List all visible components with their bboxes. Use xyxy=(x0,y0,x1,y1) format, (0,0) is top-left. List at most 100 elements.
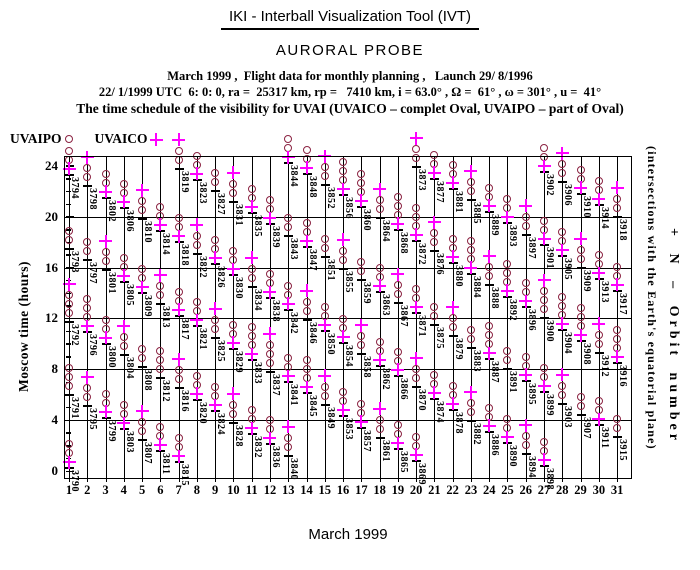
uvaico-plus-marker xyxy=(117,319,131,333)
day-tick xyxy=(470,478,472,482)
uvaipo-circle-marker xyxy=(101,315,110,324)
uvaipo-circle-marker xyxy=(540,437,549,446)
uvaipo-circle-marker xyxy=(375,205,384,214)
uvaico-plus-marker xyxy=(464,164,478,178)
uvaipo-circle-marker xyxy=(284,281,293,290)
uvaipo-circle-marker xyxy=(174,287,183,296)
uvaipo-circle-marker xyxy=(247,323,256,332)
uvaipo-circle-marker xyxy=(558,381,567,390)
crossing-tick xyxy=(503,368,513,371)
header-schedule-line: The time schedule of the visibility for … xyxy=(76,101,624,116)
crossing-tick xyxy=(466,346,476,349)
day-tick xyxy=(598,478,600,482)
uvaipo-circle-marker xyxy=(613,334,622,343)
probe-title: AURORAL PROBE xyxy=(275,42,425,59)
day-tick-label: 10 xyxy=(227,483,240,497)
uvaipo-circle-marker xyxy=(375,196,384,205)
uvaipo-circle-marker xyxy=(576,254,585,263)
day-tick xyxy=(87,478,89,482)
day-gridline xyxy=(361,157,363,478)
crossing-tick xyxy=(211,336,221,339)
hour-tick xyxy=(66,165,74,167)
uvaipo-circle-marker xyxy=(247,273,256,282)
day-tick xyxy=(306,478,308,482)
uvaipo-circle-marker xyxy=(412,285,421,294)
uvaico-plus-marker xyxy=(153,268,167,282)
uvaipo-circle-marker xyxy=(357,332,366,341)
uvaipo-circle-marker xyxy=(357,341,366,350)
crossing-tick xyxy=(320,403,330,406)
uvaipo-circle-marker xyxy=(65,440,73,449)
uvaipo-circle-marker xyxy=(211,235,220,244)
uvaipo-circle-marker xyxy=(430,229,439,238)
uvaipo-circle-marker xyxy=(466,187,475,196)
uvaipo-circle-marker xyxy=(265,358,274,367)
uvaipo-circle-marker xyxy=(174,366,183,375)
uvaipo-circle-marker xyxy=(156,422,165,431)
uvaipo-circle-marker xyxy=(138,265,147,274)
crossing-tick xyxy=(412,166,422,169)
hour-tick-label: 0 xyxy=(51,463,59,478)
uvaico-plus-marker xyxy=(153,218,167,232)
hour-tick xyxy=(66,178,71,180)
uvaipo-circle-marker xyxy=(211,178,220,187)
uvaipo-circle-marker xyxy=(503,356,512,365)
uvaipo-circle-marker xyxy=(576,393,585,402)
hour-tick xyxy=(66,190,71,193)
uvaico-plus-marker xyxy=(153,438,167,452)
crossing-tick xyxy=(375,436,385,439)
uvaipo-circle-marker xyxy=(101,389,110,398)
uvaipo-circle-marker xyxy=(540,305,549,314)
uvaipo-circle-marker xyxy=(576,402,585,411)
uvaico-plus-marker xyxy=(500,210,514,224)
uvaipo-circle-marker xyxy=(302,356,311,365)
hour-gridline xyxy=(65,318,631,320)
crossing-tick xyxy=(466,420,476,423)
uvaipo-circle-marker xyxy=(357,258,366,267)
crossing-tick xyxy=(138,439,148,442)
day-tick xyxy=(324,478,326,482)
day-tick xyxy=(562,478,564,482)
uvaipo-circle-marker xyxy=(521,279,530,288)
uvaipo-circle-marker xyxy=(83,384,92,393)
uvaico-plus-marker xyxy=(300,161,313,175)
uvaipo-circle-marker xyxy=(613,325,622,334)
uvaipo-circle-marker xyxy=(540,287,549,296)
uvaipo-circle-marker xyxy=(229,247,238,256)
crossing-tick xyxy=(540,317,550,320)
crossing-tick xyxy=(357,353,367,356)
crossing-tick xyxy=(211,190,221,193)
uvaipo-circle-marker xyxy=(594,339,603,348)
uvaipo-circle-marker xyxy=(357,267,366,276)
day-tick xyxy=(196,478,198,482)
hour-tick xyxy=(66,317,74,320)
hour-tick xyxy=(66,432,71,434)
crossing-tick xyxy=(65,321,74,324)
day-gridline xyxy=(69,157,70,478)
uvaipo-circle-marker xyxy=(174,375,183,384)
crossing-tick xyxy=(83,405,93,408)
uvaico-plus-marker xyxy=(172,303,186,317)
crossing-tick xyxy=(119,354,129,357)
crossing-tick xyxy=(138,218,148,221)
uvaico-plus-marker xyxy=(208,398,222,412)
uvaipo-circle-marker xyxy=(430,302,439,311)
uvaipo-circle-marker xyxy=(138,197,147,206)
day-gridline xyxy=(379,157,381,478)
uvaico-plus-marker xyxy=(245,251,259,265)
hour-tick xyxy=(66,267,74,269)
day-tick xyxy=(123,478,125,482)
uvaipo-circle-marker xyxy=(284,442,293,451)
uvaico-plus-marker xyxy=(373,279,387,293)
day-tick xyxy=(379,478,381,482)
uvaico-plus-marker xyxy=(226,387,240,401)
crossing-tick xyxy=(521,453,531,456)
day-gridline xyxy=(306,157,308,478)
day-tick-label: 15 xyxy=(318,483,332,497)
day-tick xyxy=(452,478,454,482)
hour-tick xyxy=(66,254,71,256)
day-tick xyxy=(580,478,582,482)
uvaipo-circle-marker xyxy=(503,415,512,424)
crossing-tick xyxy=(65,393,74,396)
